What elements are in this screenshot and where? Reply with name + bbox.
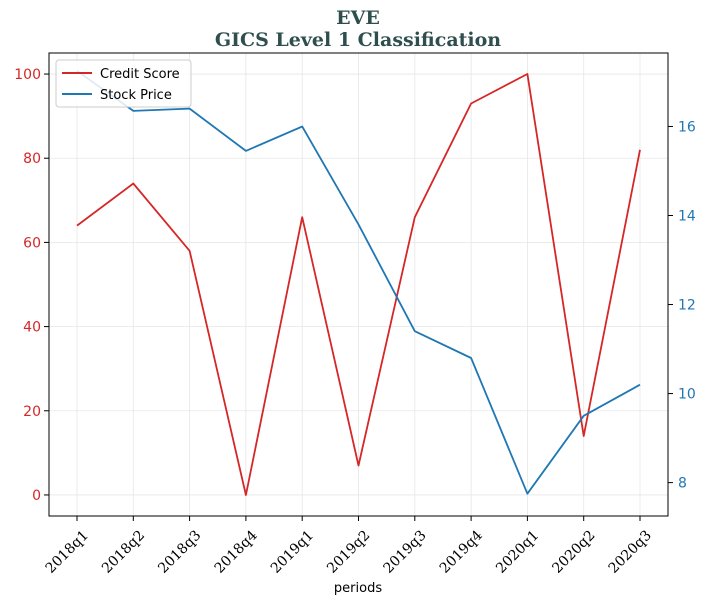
- y-left-tick-label: 60: [23, 235, 41, 251]
- y-left-tick-label: 40: [23, 320, 41, 336]
- legend-label-credit-score: Credit Score: [100, 67, 180, 82]
- x-tick-label: 2020q3: [606, 528, 655, 577]
- x-tick-label: 2019q1: [268, 528, 317, 577]
- y-right-tick-label: 16: [678, 119, 696, 135]
- x-tick-label: 2020q2: [549, 528, 598, 577]
- y-right-tick-label: 12: [678, 298, 696, 314]
- x-tick-label: 2019q4: [437, 527, 486, 576]
- grid-lines: [49, 53, 668, 516]
- y-left-tick-label: 20: [23, 404, 41, 420]
- x-tick-label: 2020q1: [493, 528, 542, 577]
- chart-subtitle: GICS Level 1 Classification: [215, 29, 501, 51]
- y-left-tick-label: 100: [14, 67, 41, 83]
- x-tick-label: 2018q1: [43, 528, 92, 577]
- x-tick-label: 2018q4: [212, 527, 261, 576]
- x-axis: 2018q1 2018q2 2018q3 2018q4 2019q1 2019q2 2019…: [43, 516, 655, 577]
- chart-title: EVE: [336, 7, 380, 29]
- x-tick-label: 2019q2: [324, 528, 373, 577]
- legend-label-stock-price: Stock Price: [100, 88, 172, 103]
- x-tick-label: 2018q2: [99, 528, 148, 577]
- y-right-tick-label: 10: [678, 387, 696, 403]
- y-left-tick-label: 80: [23, 151, 41, 167]
- legend-box: [55, 59, 192, 108]
- legend: Credit Score Stock Price: [55, 59, 192, 108]
- x-tick-label: 2019q3: [380, 528, 429, 577]
- y-right-tick-label: 8: [678, 476, 687, 492]
- right-y-axis: 8 10 12 14 16: [668, 119, 696, 492]
- y-right-tick-label: 14: [678, 208, 696, 224]
- y-left-tick-label: 0: [32, 488, 41, 504]
- x-tick-label: 2018q3: [155, 528, 204, 577]
- left-y-axis: 0 20 40 60 80 100: [14, 67, 49, 504]
- x-axis-label: periods: [334, 581, 382, 596]
